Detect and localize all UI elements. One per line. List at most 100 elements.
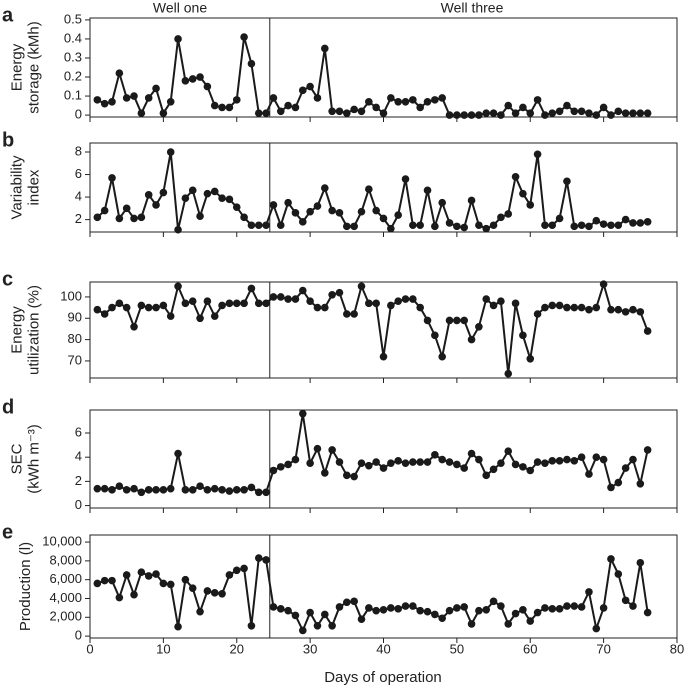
data-point (599, 280, 608, 288)
data-point (100, 576, 109, 585)
data-point (284, 198, 292, 207)
data-point (379, 605, 388, 614)
data-point (541, 604, 549, 612)
data-point (152, 303, 160, 312)
data-point (298, 86, 307, 95)
data-point (621, 308, 630, 316)
data-point (108, 486, 116, 494)
data-point (585, 305, 593, 314)
data-point (592, 453, 601, 461)
data-point (122, 204, 131, 213)
data-point (218, 589, 226, 598)
data-point (607, 221, 615, 230)
y-tick-label: 4 (75, 449, 82, 464)
data-point (159, 579, 168, 588)
data-point (445, 316, 454, 325)
y-tick-label: 80 (68, 331, 82, 346)
data-point (497, 213, 505, 222)
data-point (519, 605, 527, 614)
data-point (372, 103, 380, 112)
data-point (159, 109, 168, 117)
data-point (401, 295, 410, 303)
data-point (203, 82, 212, 91)
data-point (269, 94, 278, 102)
data-point (350, 222, 358, 231)
data-point (174, 35, 182, 43)
data-point (401, 97, 410, 106)
data-point (555, 457, 564, 465)
data-point (387, 224, 395, 233)
data-point (431, 96, 439, 104)
data-point (166, 484, 175, 493)
data-point (438, 198, 447, 207)
data-point (298, 409, 307, 418)
data-point (438, 94, 447, 102)
data-point (416, 103, 424, 112)
data-point (629, 219, 637, 227)
data-point (570, 222, 579, 231)
data-point (181, 575, 190, 584)
data-point (599, 455, 608, 464)
data-point (254, 221, 263, 230)
panel-letter: e (2, 521, 13, 543)
y-tick-label: 70 (68, 352, 82, 367)
data-point (416, 221, 424, 230)
data-point (401, 175, 410, 183)
data-point (343, 310, 351, 318)
data-point (438, 455, 447, 464)
data-point (453, 316, 461, 325)
data-point (298, 626, 307, 635)
data-point (276, 605, 285, 613)
y-tick-label: 4,000 (49, 590, 82, 605)
data-point (225, 571, 234, 579)
y-tick-label: 0.1 (64, 87, 82, 102)
data-point (122, 486, 131, 494)
data-point (453, 111, 461, 119)
data-point (225, 103, 234, 112)
data-point (423, 186, 432, 195)
data-point (555, 107, 564, 116)
data-point (152, 84, 160, 93)
y-tick-label: 8,000 (49, 552, 82, 567)
data-point (137, 109, 146, 117)
data-point (475, 606, 483, 615)
data-point (533, 458, 542, 466)
x-tick-label: 80 (670, 641, 684, 656)
data-point (130, 484, 138, 493)
data-point (504, 210, 513, 218)
data-point (460, 603, 469, 611)
data-point (592, 216, 601, 225)
data-point (93, 213, 102, 222)
data-point (636, 480, 645, 488)
data-point (409, 458, 417, 466)
data-point (181, 194, 190, 203)
data-point (203, 587, 212, 595)
data-point (563, 101, 571, 110)
data-point (607, 305, 615, 314)
data-point (144, 191, 153, 199)
data-point (519, 103, 527, 112)
data-point (269, 466, 278, 475)
y-tick-label: 0 (75, 628, 82, 643)
data-point (357, 282, 366, 291)
y-axis-label: index (25, 169, 42, 205)
data-point (460, 223, 469, 232)
panel-letter: c (2, 268, 13, 290)
series-line (96, 280, 649, 374)
data-point (409, 96, 417, 104)
data-point (482, 605, 491, 614)
x-tick-label: 50 (450, 641, 464, 656)
data-point (298, 218, 307, 226)
data-point (203, 189, 212, 198)
series-line (96, 555, 649, 633)
data-point (313, 621, 322, 630)
data-point (563, 455, 571, 464)
x-tick-label: 10 (156, 641, 170, 656)
data-point (577, 107, 586, 116)
data-point (614, 305, 623, 314)
data-point (643, 608, 652, 617)
data-point (445, 606, 454, 615)
data-point (262, 299, 270, 308)
data-point (357, 615, 366, 623)
